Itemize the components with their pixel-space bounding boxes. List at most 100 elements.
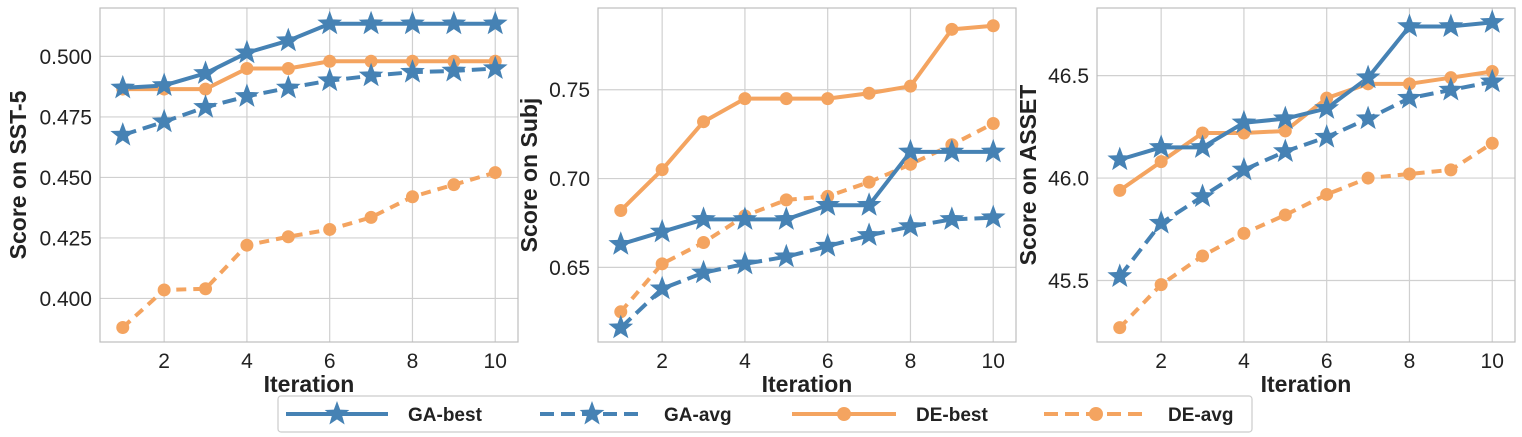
legend-box — [277, 395, 1253, 433]
data-point-de-best — [1278, 124, 1292, 138]
data-point-de-best — [779, 92, 793, 106]
series-line-ga-best — [1119, 20, 1493, 162]
data-point-de-best — [821, 92, 835, 106]
x-tick-label: 2 — [158, 350, 170, 373]
x-tick-label: 4 — [241, 350, 253, 373]
x-tick-label: 10 — [484, 350, 507, 373]
data-point-ga-avg — [898, 213, 923, 238]
data-point-ga-best — [608, 231, 634, 255]
data-point-ga-best — [1314, 95, 1340, 119]
data-point-de-avg — [1237, 226, 1251, 240]
data-point-ga-avg — [1355, 105, 1381, 130]
data-point-de-avg — [199, 282, 213, 296]
data-point-de-best — [1196, 126, 1210, 140]
x-tick-label: 8 — [407, 350, 419, 373]
data-point-ga-avg — [1272, 138, 1298, 162]
data-point-ga-avg — [1397, 85, 1422, 109]
data-point-ga-avg — [110, 122, 136, 146]
data-point-ga-best — [1438, 13, 1464, 37]
data-point-ga-avg — [1107, 263, 1133, 287]
series-line-de-best — [619, 23, 994, 212]
data-point-ga-avg — [275, 74, 301, 99]
x-tick-label: 8 — [1404, 350, 1416, 373]
data-point-de-best — [364, 54, 378, 68]
y-axis-label: Score on ASSET — [1015, 85, 1041, 266]
x-axis-label: Iteration — [1261, 371, 1352, 397]
legend: GA-best GA-avg DE-best DE-avg — [277, 395, 1253, 433]
data-point-de-avg — [655, 257, 669, 271]
data-point-ga-best — [151, 72, 177, 96]
series-line-ga-best — [620, 149, 994, 247]
data-point-ga-avg — [358, 62, 384, 87]
data-point-ga-avg — [815, 233, 841, 257]
legend-label-de-best: DE-best — [916, 405, 988, 426]
x-tick-label: 4 — [1238, 350, 1250, 373]
data-point-ga-best — [1190, 134, 1215, 158]
data-point-ga-best — [980, 138, 1006, 163]
data-point-de-avg — [1113, 321, 1127, 335]
legend-star-icon — [324, 401, 350, 425]
x-tick-label: 2 — [656, 350, 668, 373]
plot-frame — [99, 7, 519, 343]
legend-label-de-avg: DE-avg — [1168, 405, 1233, 426]
y-tick-label: 0.400 — [39, 288, 92, 311]
data-point-de-avg — [157, 283, 171, 297]
data-point-ga-avg — [980, 204, 1006, 229]
y-tick-label: 0.425 — [39, 227, 92, 250]
data-point-ga-avg — [732, 250, 758, 275]
data-point-ga-best — [1231, 109, 1257, 134]
data-point-ga-avg — [317, 67, 343, 92]
chart-panel-asset: 45.5 46.0 46.5 2 4 6 8 10 Iteration Score on A… — [1015, 7, 1516, 397]
legend-star-icon — [579, 401, 605, 425]
data-point-ga-best — [1355, 64, 1381, 89]
y-tick-label: 0.500 — [39, 46, 92, 69]
data-point-ga-avg — [1190, 183, 1215, 208]
data-point-ga-best — [691, 206, 716, 230]
data-point-de-avg — [903, 157, 917, 171]
data-point-de-best — [1113, 183, 1127, 197]
x-tick-label: 6 — [1321, 350, 1333, 373]
x-axis-label: Iteration — [762, 371, 853, 397]
data-point-de-avg — [1278, 208, 1292, 222]
data-point-ga-avg — [400, 59, 425, 83]
series-line-de-avg — [619, 121, 995, 314]
data-point-ga-best — [441, 10, 467, 35]
data-point-ga-avg — [1231, 156, 1257, 181]
data-point-ga-avg — [441, 57, 467, 82]
data-point-ga-best — [649, 218, 675, 243]
legend-label-ga-best: GA-best — [408, 405, 483, 426]
legend-item-ga-best: GA-best — [286, 401, 483, 426]
data-point-de-avg — [1361, 171, 1375, 185]
data-point-de-avg — [614, 305, 628, 319]
data-point-de-avg — [281, 230, 295, 244]
data-point-de-best — [281, 62, 295, 76]
x-axis-label: Iteration — [264, 371, 355, 397]
series-line-ga-avg — [619, 215, 994, 330]
data-point-de-best — [240, 62, 254, 76]
data-point-ga-avg — [939, 206, 965, 230]
data-point-de-avg — [862, 175, 876, 189]
data-point-ga-avg — [234, 83, 260, 107]
series-line-ga-avg — [122, 66, 496, 137]
data-point-ga-avg — [1314, 124, 1340, 148]
plot-frame — [1096, 7, 1516, 343]
y-tick-label: 0.475 — [39, 106, 92, 129]
y-tick-label: 0.70 — [549, 168, 590, 191]
y-tick-label: 0.450 — [39, 167, 92, 190]
x-tick-label: 6 — [822, 350, 834, 373]
data-point-ga-best — [275, 27, 301, 52]
x-tick-label: 2 — [1155, 350, 1167, 373]
plot-frame — [597, 7, 1017, 343]
legend-item-de-avg: DE-avg — [1044, 405, 1233, 426]
chart-panel-subj: 0.65 0.70 0.75 2 4 6 8 10 Iteration Score on S… — [516, 7, 1017, 397]
data-point-ga-avg — [193, 94, 218, 118]
data-point-de-avg — [116, 320, 130, 334]
data-point-ga-avg — [649, 275, 675, 300]
data-point-ga-avg — [856, 222, 882, 246]
data-point-de-best — [323, 54, 337, 68]
data-point-ga-best — [1479, 9, 1505, 33]
y-axis-label: Score on SST-5 — [5, 90, 31, 259]
series-line-de-avg — [1118, 141, 1494, 330]
data-point-de-avg — [1320, 187, 1334, 201]
